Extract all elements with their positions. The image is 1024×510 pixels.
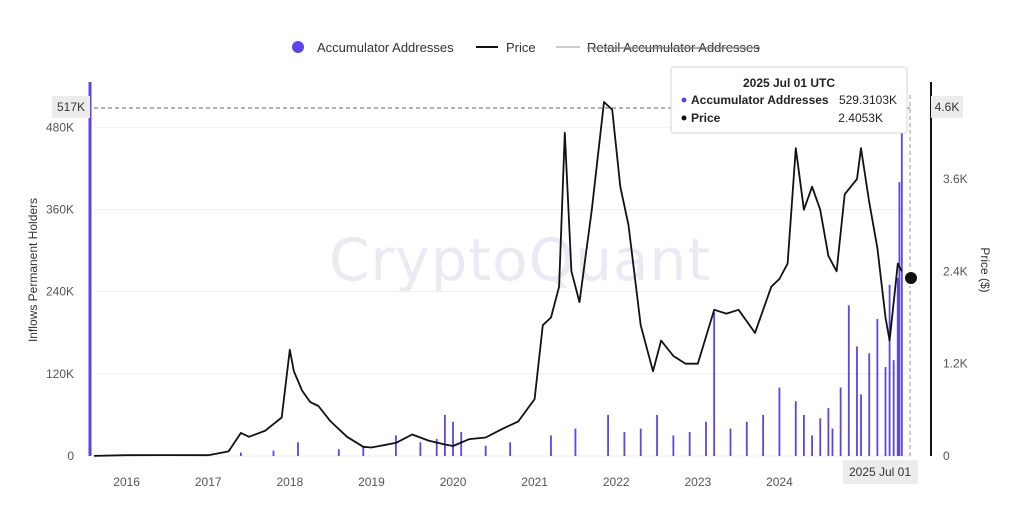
- y2-axis-title: Price ($): [978, 247, 992, 292]
- legend-item-retail-accumulator-addresses[interactable]: Retail Accumulator Addresses: [556, 40, 760, 55]
- grid-lines: [94, 126, 910, 457]
- accumulator-bar: [672, 435, 675, 456]
- svg-text:517K: 517K: [57, 100, 85, 114]
- y-tick-label: 480K: [46, 120, 74, 134]
- accumulator-bar: [794, 401, 797, 456]
- x-axis-ticks: 2016 2017 2018 2019 2020 2021 2022 2023 2024: [113, 475, 793, 489]
- accumulator-bar: [884, 366, 887, 456]
- legend-item-price[interactable]: Price: [476, 40, 536, 55]
- tooltip-dot-icon: [681, 115, 687, 121]
- x-crosshair-badge: 2025 Jul 01: [843, 460, 918, 484]
- accumulator-bar: [607, 414, 609, 456]
- y-tick-label: 120K: [46, 367, 74, 381]
- y-tick-label: 0: [67, 449, 74, 463]
- accumulator-bar: [435, 438, 438, 456]
- y2-tick-label: 2.4K: [943, 264, 968, 278]
- watermark-logo: CryptoQuant: [329, 226, 711, 294]
- accumulator-bar: [819, 418, 822, 456]
- accumulator-bar: [239, 452, 242, 456]
- accumulator-bar: [803, 414, 805, 456]
- right-axis-ticks: 0 1.2K 2.4K 3.6K: [943, 172, 968, 463]
- legend-item-accumulator-addresses[interactable]: Accumulator Addresses: [292, 40, 454, 55]
- y2-tick-label: 1.2K: [943, 357, 968, 371]
- accumulator-bar: [509, 442, 512, 456]
- accumulator-bar: [896, 277, 899, 456]
- x-tick-label: 2016: [113, 475, 140, 489]
- accumulator-bar: [623, 432, 626, 456]
- accumulator-bar: [827, 408, 830, 456]
- left-max-badge: 517K: [52, 96, 90, 118]
- accumulator-bar: [574, 428, 577, 456]
- accumulator-bar: [656, 414, 658, 456]
- accumulator-bar: [876, 319, 879, 456]
- x-tick-label: 2017: [195, 475, 222, 489]
- y2-tick-label: 0: [943, 449, 950, 463]
- x-tick-label: 2019: [358, 475, 385, 489]
- accumulator-bar: [713, 312, 716, 456]
- legend: Accumulator Addresses Price Retail Accum…: [292, 40, 760, 55]
- accumulator-bar: [639, 428, 642, 456]
- tooltip-value: 2.4053K: [838, 111, 883, 125]
- y-tick-label: 240K: [46, 285, 74, 299]
- accumulator-bar: [892, 360, 895, 456]
- price-series-line: [93, 101, 903, 457]
- accumulator-bar: [419, 442, 422, 456]
- svg-text:4.6K: 4.6K: [935, 100, 960, 114]
- accumulator-bar: [778, 387, 781, 456]
- right-max-badge: 4.6K: [931, 96, 963, 118]
- svg-text:2025 Jul 01: 2025 Jul 01: [849, 465, 911, 479]
- accumulator-bars: [166, 102, 903, 456]
- tooltip-box: [670, 66, 908, 134]
- accumulator-bar: [272, 450, 275, 456]
- accumulator-bar: [688, 432, 691, 456]
- accumulator-bar: [337, 449, 340, 456]
- accumulator-bar: [860, 394, 862, 456]
- y-tick-label: 360K: [46, 203, 74, 217]
- accumulator-bar: [847, 305, 850, 456]
- accumulator-bar: [452, 421, 454, 456]
- y2-tick-label: 3.6K: [943, 172, 968, 186]
- legend-label: Accumulator Addresses: [317, 40, 454, 55]
- accumulator-bar: [729, 428, 732, 456]
- tooltip-dot-icon: [681, 97, 687, 103]
- x-tick-label: 2022: [603, 475, 630, 489]
- tooltip-value: 529.3103K: [839, 93, 897, 107]
- hover-tooltip: 2025 Jul 01 UTC Accumulator Addresses 52…: [670, 66, 908, 134]
- accumulator-bar: [900, 102, 903, 456]
- accumulator-bar: [395, 435, 397, 456]
- accumulator-bar: [898, 182, 901, 456]
- y-axis-title: Inflows Permanent Holders: [26, 198, 40, 342]
- accumulator-bar: [868, 353, 871, 456]
- accumulator-bar: [705, 421, 707, 456]
- tooltip-label: Price: [691, 111, 721, 125]
- accumulator-bar: [297, 442, 299, 456]
- left-axis-ticks: 0 120K 240K 360K 480K: [46, 120, 74, 463]
- accumulator-bar: [811, 435, 813, 456]
- legend-circle-icon: [292, 41, 304, 53]
- tooltip-title: 2025 Jul 01 UTC: [743, 76, 835, 90]
- accumulator-bar: [460, 432, 463, 456]
- accumulator-bar: [443, 414, 446, 456]
- accumulator-bar: [362, 445, 365, 456]
- accumulator-bar: [745, 421, 748, 456]
- x-tick-label: 2024: [766, 475, 793, 489]
- accumulator-bar: [831, 428, 834, 456]
- price-hover-marker: [903, 270, 919, 286]
- x-tick-label: 2018: [276, 475, 303, 489]
- accumulator-bar: [550, 435, 552, 456]
- accumulator-bar: [888, 284, 891, 456]
- accumulator-bar: [484, 445, 487, 456]
- accumulator-bar: [762, 414, 765, 456]
- accumulator-bar: [856, 346, 858, 456]
- tooltip-label: Accumulator Addresses: [691, 93, 829, 107]
- x-tick-label: 2020: [440, 475, 467, 489]
- x-tick-label: 2023: [684, 475, 711, 489]
- accumulator-bar: [839, 387, 842, 456]
- x-tick-label: 2021: [521, 475, 548, 489]
- legend-label: Price: [506, 40, 536, 55]
